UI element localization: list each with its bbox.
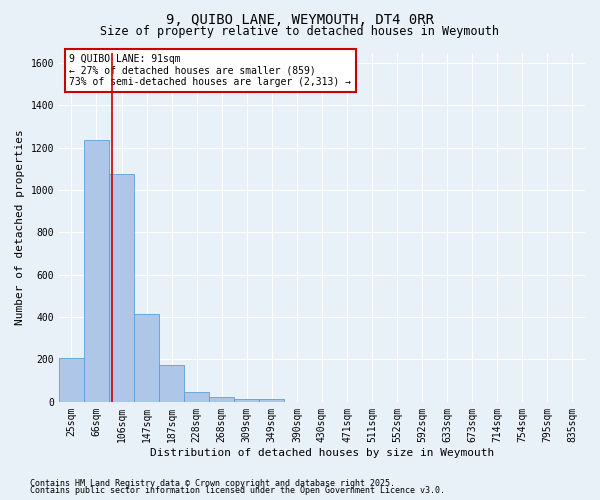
- Bar: [159, 365, 184, 402]
- Y-axis label: Number of detached properties: Number of detached properties: [15, 130, 25, 325]
- Bar: [259, 398, 284, 402]
- X-axis label: Distribution of detached houses by size in Weymouth: Distribution of detached houses by size …: [150, 448, 494, 458]
- Bar: [234, 398, 259, 402]
- Bar: [59, 358, 84, 402]
- Text: Size of property relative to detached houses in Weymouth: Size of property relative to detached ho…: [101, 25, 499, 38]
- Bar: [84, 140, 109, 402]
- Bar: [109, 174, 134, 402]
- Bar: [209, 396, 234, 402]
- Text: 9 QUIBO LANE: 91sqm
← 27% of detached houses are smaller (859)
73% of semi-detac: 9 QUIBO LANE: 91sqm ← 27% of detached ho…: [70, 54, 352, 88]
- Text: Contains public sector information licensed under the Open Government Licence v3: Contains public sector information licen…: [30, 486, 445, 495]
- Bar: [134, 314, 159, 402]
- Text: 9, QUIBO LANE, WEYMOUTH, DT4 0RR: 9, QUIBO LANE, WEYMOUTH, DT4 0RR: [166, 12, 434, 26]
- Text: Contains HM Land Registry data © Crown copyright and database right 2025.: Contains HM Land Registry data © Crown c…: [30, 478, 395, 488]
- Bar: [184, 392, 209, 402]
